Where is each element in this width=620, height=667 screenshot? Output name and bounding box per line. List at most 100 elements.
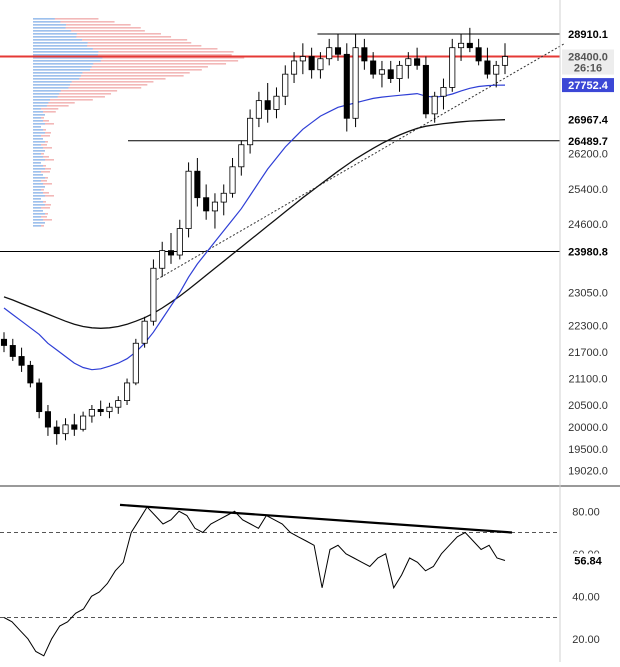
price-tag-background: [562, 133, 614, 148]
candle: [211, 193, 218, 229]
volume-bar-sell: [33, 21, 115, 23]
candle-body: [220, 192, 227, 203]
price-tag: 26967.4: [562, 112, 614, 127]
volume-bar-sell: [33, 81, 154, 83]
candle-body: [71, 424, 78, 430]
volume-bar-buy: [33, 78, 80, 80]
volume-bar-sell: [33, 90, 118, 92]
volume-bar-buy: [33, 105, 47, 107]
volume-bar-buy: [33, 183, 43, 185]
candle-body: [80, 415, 87, 430]
candle: [0, 332, 8, 353]
price-labels: 28910.1 28400.026:16 27752.4 26967.4 26489.7…: [562, 27, 614, 568]
volume-bar-sell: [33, 207, 50, 209]
oscillator-tick-label: 80.00: [572, 506, 600, 518]
candle-body: [343, 53, 350, 119]
candle-body: [255, 100, 262, 119]
price-tag-background: [562, 49, 614, 64]
candle: [378, 60, 385, 88]
candle-body: [396, 64, 403, 79]
candle-body: [185, 170, 192, 229]
candle: [493, 60, 500, 88]
candle-body: [334, 47, 342, 55]
volume-bar-buy: [33, 216, 41, 218]
volume-bar-sell: [33, 27, 141, 29]
volume-bar-sell: [33, 111, 56, 113]
candle-body: [501, 56, 509, 66]
volume-bar-sell: [33, 63, 227, 65]
price-tag: 26:16: [562, 60, 614, 75]
volume-bar-buy: [33, 225, 41, 227]
candle: [220, 184, 227, 216]
volume-bar-buy: [33, 189, 41, 191]
candle-body: [352, 47, 359, 119]
candle-body: [484, 60, 491, 75]
price-tag: 28400.0: [562, 49, 614, 64]
price-tick-label: 19020.0: [568, 465, 608, 477]
candle-body: [0, 338, 8, 346]
volume-bar-buy: [33, 126, 41, 128]
candle: [387, 60, 394, 83]
price-tag-label: 27752.4: [568, 80, 609, 92]
candle: [229, 157, 236, 198]
volume-bar-buy: [33, 96, 58, 98]
volume-bar-buy: [33, 81, 72, 83]
candle: [449, 38, 456, 92]
volume-bar-sell: [33, 87, 142, 89]
candle-body: [387, 69, 394, 79]
price-tick-label: 20000.0: [568, 422, 608, 434]
volume-bar-sell: [33, 60, 239, 62]
price-tag: 27752.4: [562, 78, 614, 93]
volume-bar-buy: [33, 84, 71, 86]
candle: [501, 43, 509, 75]
candle-body: [159, 250, 166, 269]
volume-bar-buy: [33, 21, 61, 23]
price-tag-label: 26:16: [574, 63, 602, 75]
price-tag: 26489.7: [562, 133, 614, 148]
candle-body: [88, 409, 95, 417]
volume-bar-buy: [33, 87, 69, 89]
price-tag-background: [562, 27, 614, 42]
candle: [255, 91, 262, 128]
volume-bar-buy: [33, 93, 60, 95]
candle: [80, 411, 87, 432]
candle-body: [18, 356, 25, 366]
candle: [396, 60, 403, 92]
candle-body: [475, 47, 482, 62]
volume-bar-buy: [33, 66, 92, 68]
candle: [62, 418, 69, 441]
candle-body: [124, 382, 131, 401]
volume-bar-buy: [33, 174, 43, 176]
volume-bar-buy: [33, 147, 43, 149]
volume-bar-buy: [33, 33, 77, 35]
volume-bar-buy: [33, 120, 43, 122]
volume-bar-sell: [33, 54, 232, 56]
volume-bar-buy: [33, 210, 43, 212]
candle-body: [176, 228, 183, 256]
volume-bar-buy: [33, 150, 45, 152]
volume-bar-buy: [33, 99, 51, 101]
price-tick-label: 24600.0: [568, 219, 608, 231]
volume-bar-sell: [33, 93, 112, 95]
candle: [150, 259, 157, 326]
candle-body: [458, 42, 465, 49]
candle-body: [150, 267, 157, 322]
candle-body: [264, 100, 271, 110]
candle-body: [440, 87, 447, 97]
volume-bar-sell: [33, 42, 192, 44]
volume-bar-buy: [33, 24, 66, 26]
volume-bar-buy: [33, 48, 93, 50]
candle-body: [115, 400, 122, 408]
candle-body: [361, 47, 368, 62]
volume-bar-buy: [33, 171, 41, 173]
volume-bar-buy: [33, 138, 43, 140]
candle-body: [291, 60, 298, 75]
volume-bar-buy: [33, 168, 45, 170]
price-tag-label: 26967.4: [568, 115, 609, 127]
candle-body: [167, 250, 175, 256]
price-tag: 28910.1: [562, 27, 614, 42]
candle: [44, 405, 51, 436]
volume-bar-sell: [33, 135, 50, 137]
volume-bar-buy: [33, 159, 45, 161]
candle: [115, 396, 122, 414]
